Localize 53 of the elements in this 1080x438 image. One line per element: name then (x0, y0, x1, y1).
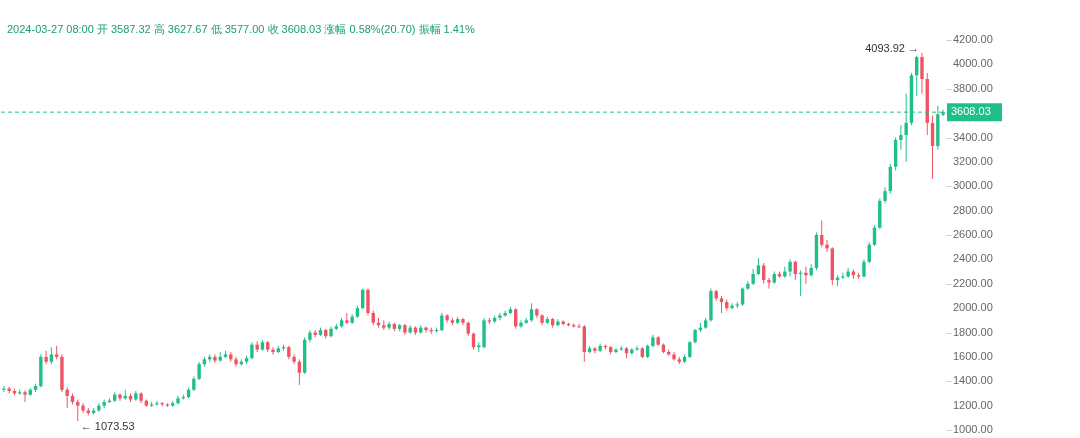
candlestick (614, 347, 618, 354)
candlestick (920, 52, 924, 95)
y-tick-label: 2600.00 (953, 228, 993, 240)
candlestick (825, 239, 829, 253)
candlestick (767, 277, 771, 290)
annotation: ← 1073.53 (80, 420, 135, 433)
candlestick (2, 385, 6, 393)
y-tick-label: 3000.00 (953, 179, 993, 192)
candlestick (271, 346, 275, 355)
y-tick-label: 1000.00 (953, 423, 993, 435)
candlestick (44, 350, 48, 365)
y-tick-label: 3800.00 (953, 81, 993, 94)
candlestick (846, 267, 850, 279)
candlestick (635, 345, 639, 352)
candlestick (76, 399, 80, 422)
candlestick (762, 262, 766, 285)
candlestick (804, 266, 808, 285)
y-tick-label: 2200.00 (953, 276, 993, 289)
y-tick-label: 3200.00 (953, 154, 993, 167)
candlestick (440, 312, 444, 332)
candlestick (197, 361, 201, 381)
candlestick (81, 402, 85, 414)
y-tick-label: 4200.00 (953, 33, 993, 45)
y-tick-label: 2800.00 (953, 203, 993, 216)
y-tick-label: 2000.00 (953, 301, 993, 314)
candlestick (213, 353, 217, 364)
y-tick-label: 1400.00 (953, 374, 993, 387)
candlestick (366, 288, 370, 316)
y-tick-label: 1200.00 (953, 398, 993, 411)
candlestick (292, 353, 296, 365)
candlestick (820, 219, 824, 248)
candlestick (424, 325, 428, 333)
annotation: 4093.92 → (865, 41, 919, 54)
candlestick (155, 400, 159, 407)
candlestick (23, 389, 27, 403)
candlestick (234, 356, 238, 368)
y-tick-label: 1800.00 (953, 325, 993, 338)
candlestick (593, 346, 597, 354)
candlestick (730, 302, 734, 310)
candlestick (345, 312, 349, 325)
candlestick (862, 258, 866, 279)
y-tick-label: 3400.00 (953, 130, 993, 143)
candlestick (498, 312, 502, 321)
y-tick-label: 2400.00 (953, 252, 993, 265)
y-tick-label: 4000.00 (953, 57, 993, 70)
candlestick (519, 319, 523, 329)
candlestick (577, 323, 581, 329)
y-tick-label: 1600.00 (953, 349, 993, 362)
candlestick (899, 124, 903, 151)
ref-line-label: 3608.03 (951, 105, 991, 118)
candlestick (118, 392, 122, 402)
text: 2024-03-27 08:00 开 3587.32 高 3627.67 低 3577.00 收 3608.03 涨幅 0.58%(20.70) 振幅 1.41% (7, 23, 476, 35)
candlestick (556, 318, 560, 327)
